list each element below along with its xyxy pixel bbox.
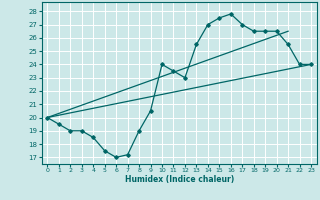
X-axis label: Humidex (Indice chaleur): Humidex (Indice chaleur)	[124, 175, 234, 184]
